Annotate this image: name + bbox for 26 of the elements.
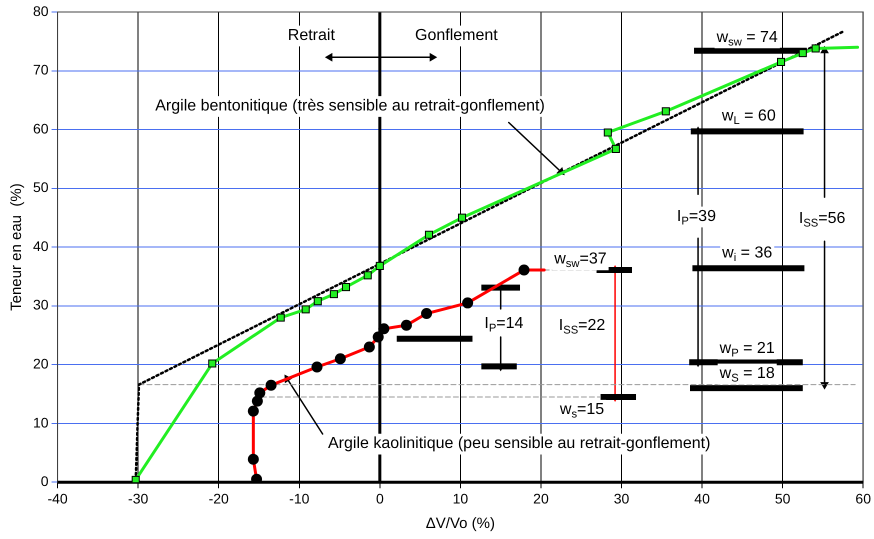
y-tick-label: 70: [32, 62, 49, 78]
x-tick-label: 30: [614, 490, 630, 506]
x-tick-label: 20: [533, 490, 549, 506]
annotation: Gonflement: [415, 26, 498, 44]
x-tick-label: -30: [128, 490, 148, 506]
y-tick-label: 20: [32, 356, 49, 372]
annotation: Retrait: [288, 26, 336, 44]
x-tick-label: -10: [289, 490, 310, 506]
x-tick-label: 60: [855, 490, 872, 506]
y-tick-label: 0: [40, 473, 49, 490]
y-tick-label: 60: [32, 120, 49, 136]
y-tick-label: 30: [32, 296, 49, 313]
x-tick-label: -20: [208, 490, 230, 506]
x-tick-label: 0: [376, 490, 384, 506]
y-tick-label: 80: [32, 2, 49, 19]
x-tick-label: 40: [694, 490, 710, 506]
x-tick-label: 10: [452, 490, 468, 506]
x-axis-title: ΔV/Vo (%): [426, 515, 495, 532]
x-tick-label: 50: [774, 490, 791, 506]
y-tick-label: 40: [32, 238, 49, 254]
y-tick-label: 50: [32, 179, 49, 196]
annotation: Argile kaolinitique (peu sensible au retrait-gonflement): [328, 435, 710, 452]
y-axis-title: Teneur en eau (%): [8, 183, 26, 311]
y-tick-label: 10: [32, 414, 49, 430]
annotation: Argile bentonitique (très sensible au retrait-gonflement): [155, 97, 545, 114]
x-tick-label: -40: [47, 490, 68, 506]
